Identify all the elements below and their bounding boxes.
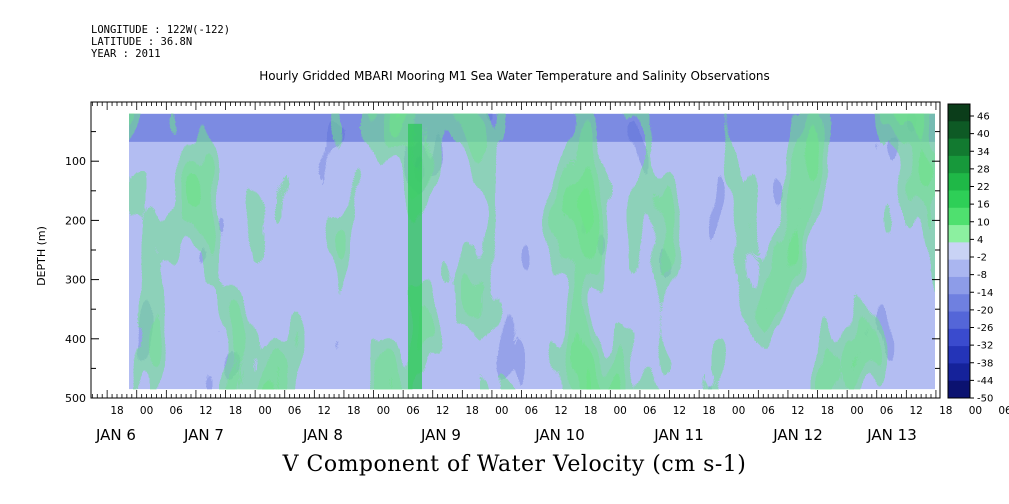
x-day-label: JAN 8	[302, 426, 343, 444]
colorbar-swatch	[948, 346, 970, 364]
colorbar-frame	[947, 103, 971, 399]
x-day-label: JAN 11	[653, 426, 704, 444]
x-hour-label: 12	[554, 405, 567, 417]
x-axis: 18 00 06 12 18 00 06 12 18 00 06 12 18 00 06 12 18 00 06 12…	[91, 102, 1009, 444]
x-hour-label: 06	[880, 405, 894, 417]
x-hour-label: 06	[762, 405, 776, 417]
colorbar-label: 16	[977, 200, 990, 211]
colorbar-label: -8	[977, 270, 987, 281]
heatmap-positive-field	[129, 113, 935, 390]
colorbar-swatch	[948, 363, 970, 382]
colorbar-swatch	[948, 155, 970, 174]
x-hour-label: 18	[466, 405, 479, 417]
heatmap-strong-column	[408, 123, 422, 390]
x-day-label: JAN 9	[420, 426, 461, 444]
x-hour-label: 18	[939, 405, 952, 417]
x-hour-label: 00	[258, 405, 271, 417]
x-hour-label: 00	[140, 405, 153, 417]
x-hour-label: 12	[199, 405, 212, 417]
x-hour-label: 06	[998, 405, 1009, 417]
colorbar-swatch	[948, 294, 970, 313]
x-hour-label: 06	[406, 405, 420, 417]
y-tick-label: 200	[65, 214, 86, 227]
y-axis-label: DEPTH (m)	[35, 226, 48, 286]
colorbar-label: 10	[977, 217, 990, 228]
x-hour-label: 18	[584, 405, 597, 417]
x-hour-label: 00	[495, 405, 508, 417]
colorbar-swatch	[948, 190, 970, 209]
y-tick-label: 400	[65, 333, 86, 346]
chart-title: Hourly Gridded MBARI Mooring M1 Sea Wate…	[259, 69, 770, 83]
x-day-label: JAN 10	[534, 426, 585, 444]
x-hour-label: 06	[170, 405, 184, 417]
y-tick-label: 300	[65, 274, 86, 287]
colorbar-swatch	[948, 276, 970, 295]
x-hour-label: 00	[732, 405, 745, 417]
x-hour-label: 18	[347, 405, 360, 417]
x-day-label: JAN 6	[95, 426, 136, 444]
latitude-label: LATITUDE : 36.8N	[91, 36, 193, 48]
colorbar-label: -20	[977, 305, 993, 316]
colorbar-label: 46	[977, 112, 990, 123]
colorbar-swatch	[948, 311, 970, 330]
x-hour-label: 18	[110, 405, 123, 417]
y-axis: 100 200 300 400 500	[65, 131, 940, 405]
x-hour-label: 12	[436, 405, 449, 417]
x-hour-label: 06	[643, 405, 657, 417]
y-tick-label: 100	[65, 155, 86, 168]
colorbar-swatch	[948, 225, 970, 243]
x-hour-label: 12	[673, 405, 686, 417]
colorbar-label: -44	[977, 376, 993, 387]
x-day-label: JAN 13	[866, 426, 917, 444]
x-hour-label: 12	[791, 405, 804, 417]
colorbar-legend: 46 40 34 28 22 16 10 4 -2 -8 -14 -20 -26 -32 -38 -44 -50	[947, 103, 993, 405]
x-hour-label: 12	[318, 405, 331, 417]
x-hour-label: 18	[702, 405, 715, 417]
x-hour-label: 00	[850, 405, 863, 417]
metadata-block: LONGITUDE : 122W(-122) LATITUDE : 36.8N …	[91, 24, 230, 60]
colorbar-swatch	[948, 173, 970, 191]
x-hour-label: 12	[910, 405, 923, 417]
colorbar-label: -32	[977, 341, 993, 352]
x-axis-label: V Component of Water Velocity (cm s-1)	[282, 452, 747, 477]
colorbar-swatch	[948, 242, 970, 261]
colorbar-label: 28	[977, 164, 990, 175]
colorbar-label: -26	[977, 323, 993, 334]
longitude-label: LONGITUDE : 122W(-122)	[91, 24, 231, 36]
colorbar-swatch	[948, 207, 970, 226]
colorbar-swatch	[948, 121, 970, 140]
year-label: YEAR : 2011	[91, 48, 161, 60]
colorbar-swatch	[948, 259, 970, 278]
x-day-label: JAN 12	[772, 426, 823, 444]
x-hour-label: 18	[821, 405, 834, 417]
x-hour-label: 00	[969, 405, 982, 417]
colorbar-label: -14	[977, 288, 993, 299]
colorbar-label: 40	[977, 129, 990, 140]
colorbar-swatch	[948, 380, 970, 399]
colorbar-swatch	[948, 104, 970, 122]
plot-area	[90, 101, 941, 399]
y-tick-label: 500	[65, 392, 86, 405]
colorbar-label: 4	[977, 235, 983, 246]
x-hour-label: 06	[288, 405, 302, 417]
x-hour-label: 00	[614, 405, 627, 417]
colorbar-label: 22	[977, 182, 990, 193]
colorbar-label: -50	[977, 394, 993, 405]
x-day-label: JAN 7	[183, 426, 224, 444]
x-hour-label: 18	[229, 405, 242, 417]
colorbar-label: -38	[977, 358, 993, 369]
colorbar-swatch	[948, 328, 970, 347]
colorbar-label: 34	[977, 147, 990, 158]
x-hour-label: 06	[525, 405, 539, 417]
colorbar-swatch	[948, 138, 970, 157]
x-hour-label: 00	[377, 405, 390, 417]
colorbar-label: -2	[977, 253, 987, 264]
